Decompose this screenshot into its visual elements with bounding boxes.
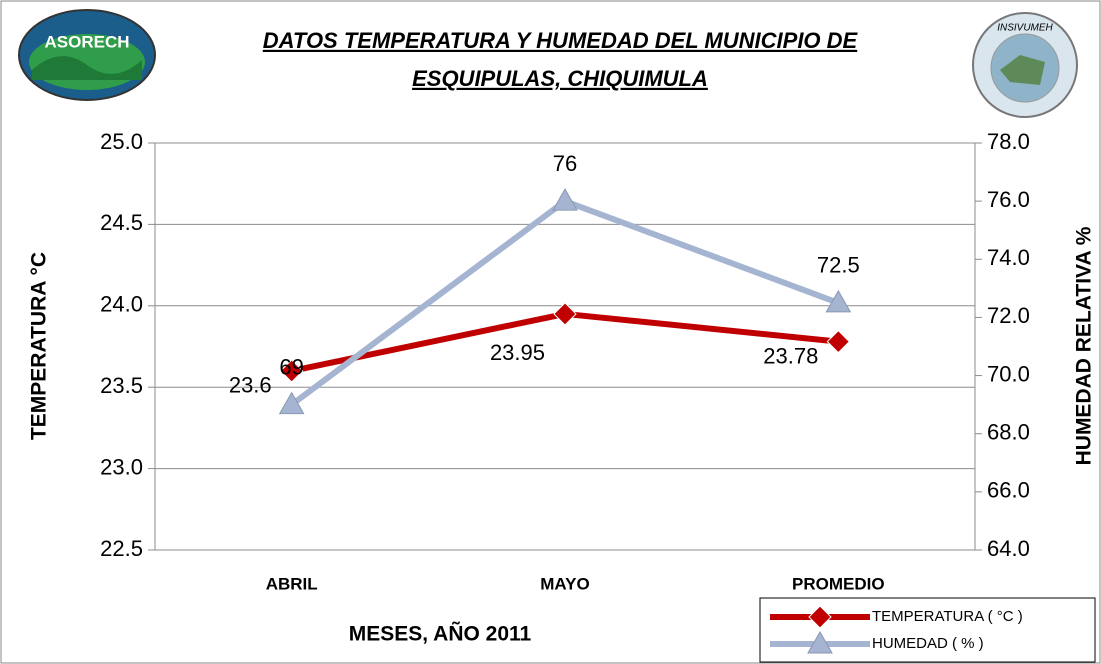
legend-label: TEMPERATURA ( °C ) — [872, 608, 1023, 625]
y2-tick-label: 68.0 — [987, 420, 1030, 445]
y2-axis-label: HUMEDAD RELATIVA % — [1073, 226, 1096, 465]
x-tick-label: PROMEDIO — [792, 574, 885, 593]
point — [825, 289, 852, 313]
logo-right: INSIVUMEH — [972, 12, 1078, 118]
chart-title: DATOS TEMPERATURA Y HUMEDAD DEL MUNICIPI… — [263, 28, 859, 53]
y2-tick-label: 70.0 — [987, 361, 1030, 386]
logo-text: INSIVUMEH — [997, 23, 1053, 34]
point — [279, 359, 304, 383]
logo-text: ASORECH — [44, 32, 129, 51]
logo-left: ASORECH — [18, 9, 156, 101]
data-label: 72.5 — [817, 253, 860, 278]
chart-title: ESQUIPULAS, CHIQUIMULA — [412, 66, 708, 91]
x-axis-label: MESES, AÑO 2011 — [349, 623, 532, 646]
y2-tick-label: 76.0 — [987, 187, 1030, 212]
point — [826, 329, 851, 354]
y-tick-label: 23.0 — [100, 454, 143, 479]
y-tick-label: 22.5 — [100, 536, 143, 561]
y-axis-label: TEMPERATURA °C — [28, 252, 51, 440]
legend-label: HUMEDAD ( % ) — [872, 635, 984, 652]
data-label: 23.6 — [229, 373, 272, 398]
data-label: 23.78 — [763, 343, 818, 368]
x-tick-label: MAYO — [540, 574, 589, 593]
point — [552, 188, 578, 211]
point — [553, 302, 577, 326]
plot-area — [154, 142, 976, 551]
data-label: 23.95 — [490, 340, 545, 365]
data-label: 76 — [553, 151, 577, 176]
point — [278, 391, 305, 415]
point — [808, 605, 832, 629]
y-tick-label: 25.0 — [100, 129, 143, 154]
y2-tick-label: 66.0 — [987, 478, 1030, 503]
data-label: 69 — [279, 354, 303, 379]
y-tick-label: 24.5 — [100, 210, 143, 235]
y-tick-label: 23.5 — [100, 373, 143, 398]
x-tick-label: ABRIL — [266, 574, 318, 593]
y2-tick-label: 64.0 — [987, 536, 1030, 561]
y-tick-label: 24.0 — [100, 292, 143, 317]
y2-tick-label: 74.0 — [987, 245, 1030, 270]
y2-tick-label: 72.0 — [987, 303, 1030, 328]
y2-tick-label: 78.0 — [987, 129, 1030, 154]
point — [807, 630, 833, 654]
